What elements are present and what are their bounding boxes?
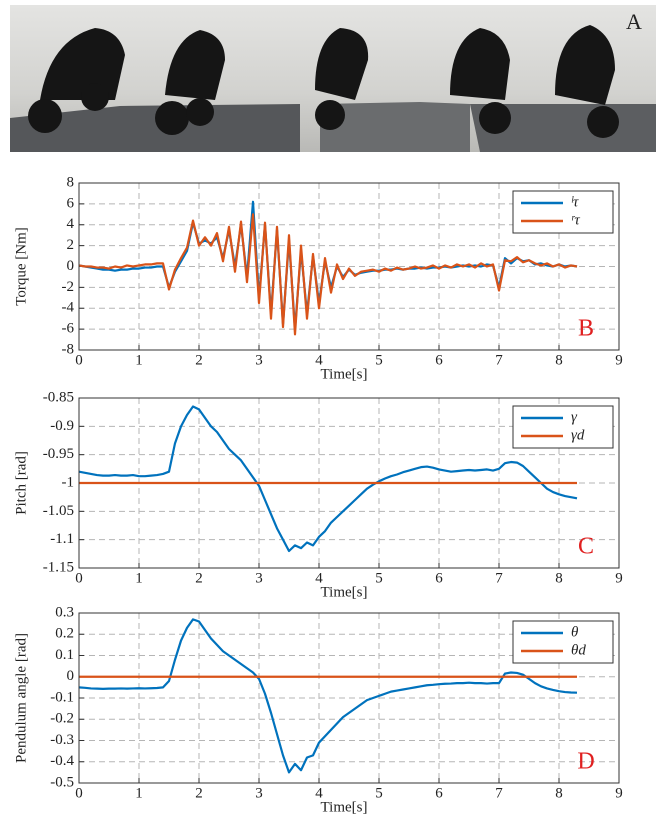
y-tick-label: -0.2 <box>50 711 74 727</box>
x-tick-label: 2 <box>195 352 203 368</box>
x-tick-label: 5 <box>375 352 383 368</box>
y-tick-label: 2 <box>67 237 75 253</box>
legend-box <box>512 190 614 234</box>
x-tick-label: 0 <box>75 570 83 586</box>
x-tick-label: 4 <box>315 570 323 586</box>
y-axis-label: Torque [Nm] <box>13 227 29 306</box>
x-tick-label: 5 <box>375 570 383 586</box>
legend-label: γ <box>571 409 578 425</box>
panel-label: A <box>626 9 642 34</box>
y-tick-label: -8 <box>62 341 75 357</box>
y-tick-label: 0 <box>67 258 75 274</box>
x-tick-label: 7 <box>495 785 503 801</box>
x-tick-label: 5 <box>375 785 383 801</box>
x-tick-label: 0 <box>75 352 83 368</box>
y-tick-label: -1.15 <box>43 559 74 575</box>
legend-box <box>512 405 614 449</box>
x-tick-label: 7 <box>495 570 503 586</box>
x-tick-label: 2 <box>195 570 203 586</box>
panel-label: D <box>577 749 594 775</box>
y-tick-label: -2 <box>62 279 75 295</box>
legend-label: θd <box>571 642 586 658</box>
x-tick-label: 8 <box>555 785 563 801</box>
x-tick-label: 9 <box>615 352 623 368</box>
x-tick-label: 1 <box>135 785 143 801</box>
x-tick-label: 1 <box>135 570 143 586</box>
y-tick-label: -1.1 <box>50 531 74 547</box>
photo: A <box>10 5 656 152</box>
x-tick-label: 6 <box>435 785 443 801</box>
x-axis-label: Time[s] <box>321 366 368 382</box>
y-tick-label: -0.5 <box>50 774 74 790</box>
x-tick-label: 6 <box>435 570 443 586</box>
y-tick-label: -0.85 <box>43 389 74 405</box>
x-tick-label: 0 <box>75 785 83 801</box>
axes-frame <box>78 182 620 351</box>
x-axis-label: Time[s] <box>321 584 368 600</box>
y-tick-label: 0.3 <box>55 604 74 620</box>
chart: 0 1 2 3 4 5 6 7 8 9 -0.5 -0.4 -0.3 -0.2 -0.1 0 0.1 0.2 0.3… <box>13 604 622 815</box>
y-axis-label: Pendulum angle [rad] <box>13 633 29 763</box>
panel-label: C <box>578 534 594 560</box>
y-tick-label: 4 <box>67 216 75 232</box>
axes-frame <box>78 612 620 784</box>
legend-box <box>512 620 614 664</box>
chart: 0 1 2 3 4 5 6 7 8 9 -8 -6 -4 -2 0 2 4 6 8 ˡτ ʳτ Time[s] Torque… <box>13 174 622 382</box>
x-tick-label: 3 <box>255 570 263 586</box>
x-tick-label: 7 <box>495 352 503 368</box>
x-tick-label: 6 <box>435 352 443 368</box>
y-tick-label: 0 <box>67 668 75 684</box>
y-tick-label: -0.95 <box>43 446 74 462</box>
x-tick-label: 9 <box>615 785 623 801</box>
legend-label: ʳτ <box>571 212 580 228</box>
y-tick-label: -1.05 <box>43 503 74 519</box>
y-tick-label: -6 <box>62 321 75 337</box>
y-tick-label: 0.1 <box>55 647 74 663</box>
y-tick-label: 0.2 <box>55 626 74 642</box>
x-tick-label: 3 <box>255 785 263 801</box>
y-tick-label: 8 <box>67 174 75 190</box>
legend-label: ˡτ <box>571 194 579 210</box>
x-tick-label: 4 <box>315 785 323 801</box>
legend-label: θ <box>571 624 579 640</box>
legend-label: γd <box>571 427 585 443</box>
chart: 0 1 2 3 4 5 6 7 8 9 -1.15 -1.1 -1.05 -1 -0.95 -0.9 -0.85… <box>13 389 622 600</box>
y-tick-label: -0.9 <box>50 418 74 434</box>
x-tick-label: 2 <box>195 785 203 801</box>
y-tick-label: -0.1 <box>50 689 74 705</box>
x-tick-label: 8 <box>555 352 563 368</box>
x-tick-label: 4 <box>315 352 323 368</box>
y-tick-label: -1 <box>62 474 75 490</box>
data-line <box>78 405 578 553</box>
panel-label: B <box>578 316 594 342</box>
data-line <box>78 618 578 774</box>
y-tick-label: -4 <box>62 300 75 316</box>
y-tick-label: 6 <box>67 195 75 211</box>
y-tick-label: -0.4 <box>50 753 74 769</box>
x-tick-label: 1 <box>135 352 143 368</box>
data-line <box>78 213 578 336</box>
axes-frame <box>78 397 620 569</box>
x-tick-label: 3 <box>255 352 263 368</box>
x-tick-label: 9 <box>615 570 623 586</box>
x-axis-label: Time[s] <box>321 799 368 815</box>
y-tick-label: -0.3 <box>50 732 74 748</box>
x-tick-label: 8 <box>555 570 563 586</box>
y-axis-label: Pitch [rad] <box>13 451 29 515</box>
